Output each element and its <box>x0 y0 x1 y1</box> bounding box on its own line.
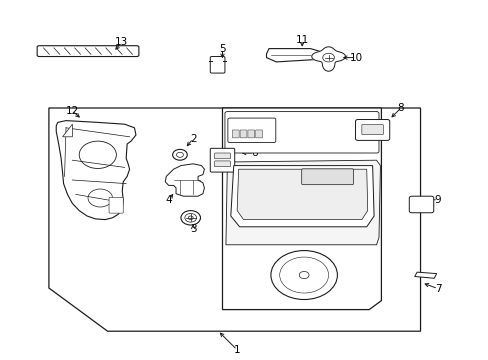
FancyBboxPatch shape <box>214 153 230 159</box>
Polygon shape <box>230 166 373 227</box>
Text: 6: 6 <box>250 148 257 158</box>
FancyBboxPatch shape <box>247 130 254 138</box>
FancyBboxPatch shape <box>210 57 224 73</box>
Text: 8: 8 <box>397 103 404 113</box>
Circle shape <box>188 216 193 220</box>
FancyBboxPatch shape <box>227 118 275 143</box>
Text: 3: 3 <box>189 224 196 234</box>
Text: 9: 9 <box>434 195 441 205</box>
Text: 11: 11 <box>295 35 308 45</box>
Text: 13: 13 <box>114 37 128 48</box>
FancyBboxPatch shape <box>361 125 383 135</box>
Text: 2: 2 <box>189 134 196 144</box>
Polygon shape <box>62 124 72 137</box>
Text: 12: 12 <box>65 106 79 116</box>
Text: 7: 7 <box>434 284 441 294</box>
Text: 4: 4 <box>165 195 172 205</box>
Text: 1: 1 <box>233 345 240 355</box>
FancyBboxPatch shape <box>232 130 239 138</box>
FancyBboxPatch shape <box>214 161 230 167</box>
FancyBboxPatch shape <box>301 169 353 185</box>
Polygon shape <box>414 272 436 278</box>
Polygon shape <box>237 169 367 220</box>
Circle shape <box>176 152 183 157</box>
FancyBboxPatch shape <box>240 130 246 138</box>
FancyBboxPatch shape <box>37 46 139 57</box>
FancyBboxPatch shape <box>355 120 389 140</box>
Text: 10: 10 <box>349 53 362 63</box>
FancyBboxPatch shape <box>210 148 234 172</box>
Circle shape <box>299 271 308 279</box>
Polygon shape <box>222 108 381 310</box>
Polygon shape <box>311 47 345 71</box>
FancyBboxPatch shape <box>109 197 123 213</box>
Polygon shape <box>56 121 136 220</box>
FancyBboxPatch shape <box>224 112 378 153</box>
FancyBboxPatch shape <box>255 130 262 138</box>
Polygon shape <box>225 160 380 245</box>
FancyBboxPatch shape <box>408 196 433 213</box>
Polygon shape <box>165 164 204 196</box>
Polygon shape <box>266 49 322 62</box>
Text: 5: 5 <box>219 44 225 54</box>
